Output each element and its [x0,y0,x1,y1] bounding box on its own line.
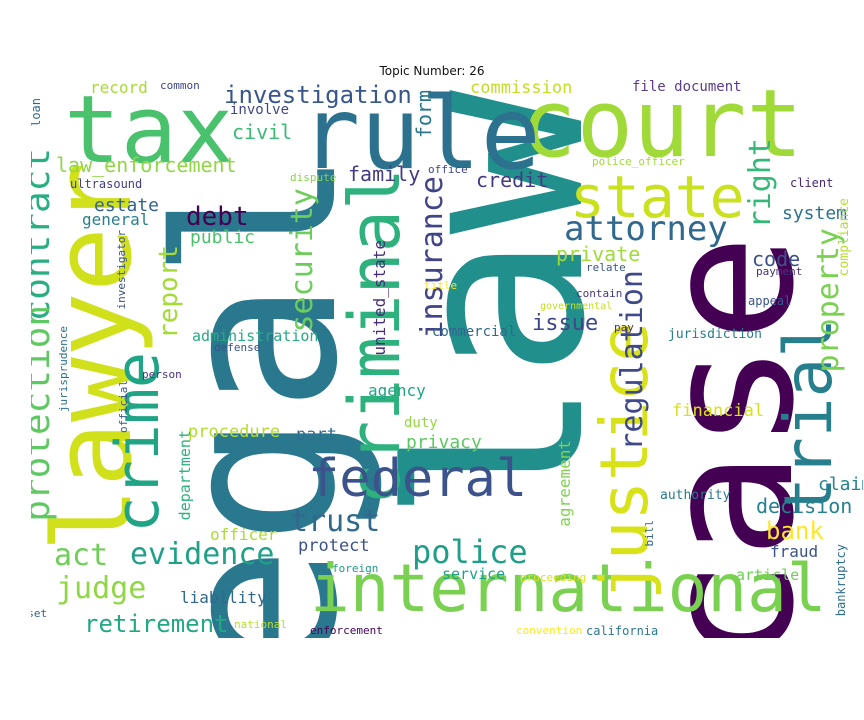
word-jurisprudence: jurisprudence [57,326,70,413]
word-common: common [160,80,200,92]
word-attorney: attorney [564,209,728,249]
word-service: service [442,565,506,583]
word-security: security [285,188,320,333]
word-insurance: insurance [415,176,450,339]
plot-title: Topic Number: 26 [379,64,485,78]
word-retirement: retirement [84,610,229,638]
word-family: family [348,162,421,186]
word-duty: duty [404,415,438,431]
word-report: report [154,245,184,339]
word-defense: defense [214,341,261,354]
word-convention: convention [516,624,583,637]
word-asset: asset [31,607,48,620]
word-police: police [412,533,528,571]
word-office: office [428,163,468,176]
word-estate: estate [94,195,160,216]
word-financial: financial [672,401,765,421]
word-protection: protection [31,305,58,522]
word-contain: contain [576,287,623,300]
word-form: form [412,90,436,139]
word-article: article [736,566,800,584]
word-title: title [424,279,458,292]
word-loan: loan [31,98,43,127]
word-governmental: governmental [540,301,613,312]
word-state: state [570,163,745,231]
word-investigator: investigator [115,230,128,310]
word-commercial: commercial [432,324,517,340]
word-jurisdiction: jurisdiction [668,327,762,342]
word-investigation: investigation [224,81,412,109]
word-federal: federal [308,449,528,509]
word-pay: pay [614,321,634,334]
word-law-enforcement: law_enforcement [56,153,237,177]
word-cloud: law legal case court rule tax lawyer internatio… [31,80,863,638]
word-relate: relate [586,261,626,274]
word-court: court [520,80,803,179]
word-regulation: regulation [615,270,650,451]
word-liability: liability [180,588,267,607]
word-file-document: file document [632,80,742,95]
word-general: general [82,210,150,229]
word-involve: involve [230,102,290,118]
word-dispute: dispute [290,171,337,184]
word-code: code [752,247,801,271]
word-claim: claim [818,474,863,495]
word-right: right [743,138,778,229]
word-tax: tax [64,80,234,185]
word-private: private [556,242,641,266]
word-privacy: privacy [406,432,482,453]
word-fraud: fraud [770,542,819,561]
word-record: record [90,80,148,97]
word-system: system [782,203,848,224]
word-bankruptcy: bankruptcy [834,544,848,617]
word-agreement: agreement [555,440,574,527]
word-procedure: procedure [188,422,281,442]
word-national: national [234,618,287,631]
word-protect: protect [298,536,370,556]
word-trust: trust [290,504,381,539]
word-ultrasound: ultrasound [70,177,143,191]
word-department: department [176,430,194,521]
word-california: california [586,624,659,638]
word-public: public [190,227,256,248]
word-part: part [296,425,337,445]
word-proceeding: proceeding [520,571,587,584]
word-decision: decision [756,494,853,518]
word-civil: civil [232,120,293,144]
word-officer: officer [210,525,278,544]
word-compliance: compliance [837,198,852,277]
word-administration: administration [192,327,319,345]
word-appeal: appeal [748,294,792,308]
word-police-officer: police_officer [592,155,685,168]
word-united-state: united_state [370,240,389,356]
word-international: international [310,550,827,627]
word-contract: contract [31,148,58,322]
word-evidence: evidence [130,537,275,572]
word-rule: rule [300,80,541,192]
word-act: act [54,538,109,573]
word-bill: bill [643,520,656,547]
word-official: official [117,380,130,433]
word-client: client [790,176,834,190]
word-credit: credit [476,168,549,192]
word-issue: issue [532,311,599,336]
word-commission: commission [470,80,573,98]
word-judge: judge [56,571,147,606]
word-foreign: foreign [332,562,379,575]
word-agency: agency [368,381,426,400]
word-payment: payment [756,265,803,278]
word-debt: debt [186,202,249,232]
word-bank: bank [766,517,824,545]
word-enforcement: enforcement [310,624,383,637]
word-person: person [142,368,182,381]
word-authority: authority [660,488,731,503]
